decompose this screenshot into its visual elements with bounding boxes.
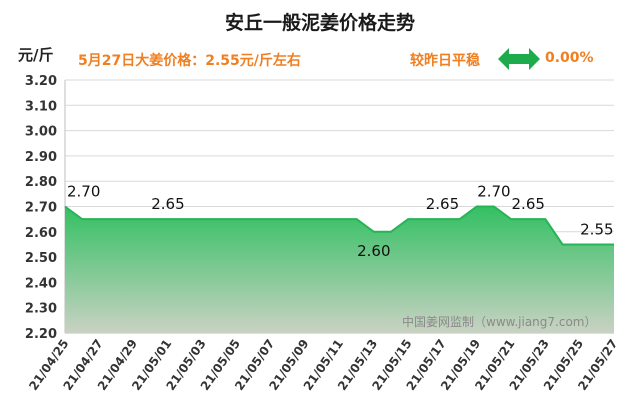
data-label: 2.65	[151, 195, 184, 213]
compare-value: 0.00%	[545, 50, 594, 66]
double-arrow-icon	[498, 48, 540, 70]
area-fill	[65, 206, 614, 333]
data-label: 2.65	[426, 195, 459, 213]
y-tick-label: 3.00	[25, 125, 57, 140]
watermark: 中国姜网监制（www.jiang7.com）	[402, 315, 597, 329]
data-label: 2.65	[512, 195, 545, 213]
chart-title: 安丘一般泥姜价格走势	[224, 12, 415, 34]
y-tick-label: 2.50	[25, 251, 57, 266]
x-axis-ticks: 21/04/2521/04/2721/04/2921/05/0121/05/03…	[26, 337, 620, 393]
y-tick-label: 2.30	[25, 302, 57, 317]
data-label: 2.70	[477, 183, 510, 201]
series-line	[64, 205, 614, 246]
y-axis-ticks: 3.20 3.10 3.00 2.90 2.80 2.70 2.60 2.50 2.40 2.30…	[25, 74, 57, 342]
data-label: 2.70	[67, 183, 100, 201]
y-tick-label: 2.60	[25, 226, 57, 241]
y-tick-label: 2.90	[25, 150, 57, 165]
y-tick-label: 2.40	[25, 276, 57, 291]
area-series	[64, 205, 614, 333]
data-label: 2.55	[580, 220, 613, 238]
y-tick-label: 2.20	[25, 327, 57, 342]
y-axis-unit: 元/斤	[18, 46, 54, 64]
y-tick-label: 3.10	[25, 99, 57, 114]
y-tick-label: 2.70	[25, 201, 57, 216]
y-tick-label: 3.20	[25, 74, 57, 89]
y-tick-label: 2.80	[25, 175, 57, 190]
compare-label: 较昨日平稳	[410, 53, 480, 69]
price-headline: 5月27日大姜价格：2.55元/斤左右	[78, 53, 301, 69]
data-labels: 2.702.652.602.652.702.652.55	[67, 183, 614, 260]
data-label: 2.60	[357, 242, 390, 260]
